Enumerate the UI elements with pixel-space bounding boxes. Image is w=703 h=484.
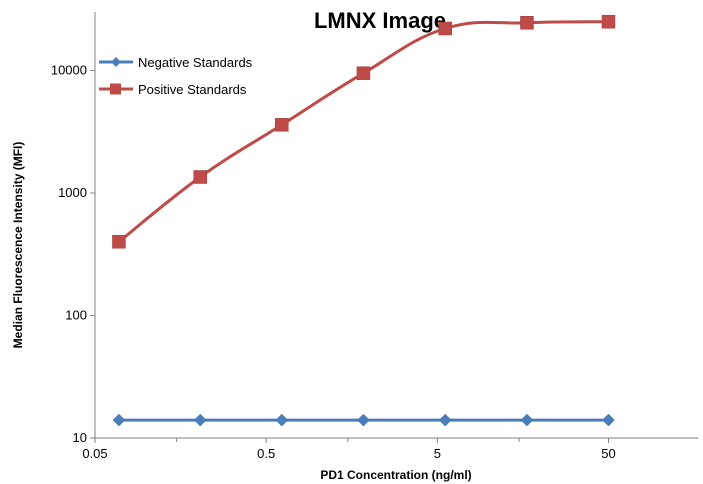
series-negative-standards <box>112 413 615 427</box>
data-point-diamond <box>602 413 615 427</box>
data-point-diamond <box>275 413 289 427</box>
data-point-square <box>193 170 207 184</box>
y-axis-label: Median Fluorescence Intensity (MFI) <box>11 142 25 349</box>
axes: 10 100 1000 10000 0.05 0.5 5 50 <box>51 12 698 461</box>
legend-label: Negative Standards <box>138 55 253 70</box>
data-point-diamond <box>193 413 207 427</box>
y-tick-label: 10000 <box>51 62 87 77</box>
x-tick-label: 5 <box>434 446 441 461</box>
legend-item: Negative Standards <box>99 55 253 70</box>
data-point-square <box>112 234 126 249</box>
data-point-diamond <box>520 413 534 427</box>
data-point-diamond <box>438 413 452 427</box>
x-tick-label: 50 <box>601 446 615 461</box>
legend: Negative Standards Positive Standards <box>99 55 253 97</box>
legend-item: Positive Standards <box>99 82 247 97</box>
x-axis-label: PD1 Concentration (ng/ml) <box>320 468 471 482</box>
legend-label: Positive Standards <box>138 82 247 97</box>
y-tick-label: 10 <box>73 430 87 445</box>
data-point-square <box>601 14 616 29</box>
legend-marker-square <box>110 83 121 95</box>
y-tick-label: 1000 <box>58 185 87 200</box>
y-tick-label: 100 <box>65 307 87 322</box>
x-tick-label: 0.5 <box>257 446 275 461</box>
data-point-square <box>275 118 289 132</box>
data-point-square <box>520 16 534 30</box>
series-positive-standards <box>112 14 616 249</box>
chart-title: LMNX Image <box>314 8 446 33</box>
data-point-diamond <box>112 413 126 427</box>
data-point-square <box>438 21 452 36</box>
series-layer <box>112 14 616 427</box>
x-tick-label: 0.05 <box>82 446 107 461</box>
data-point-diamond <box>357 413 370 427</box>
data-point-square <box>356 66 371 80</box>
legend-marker-diamond <box>111 57 121 67</box>
